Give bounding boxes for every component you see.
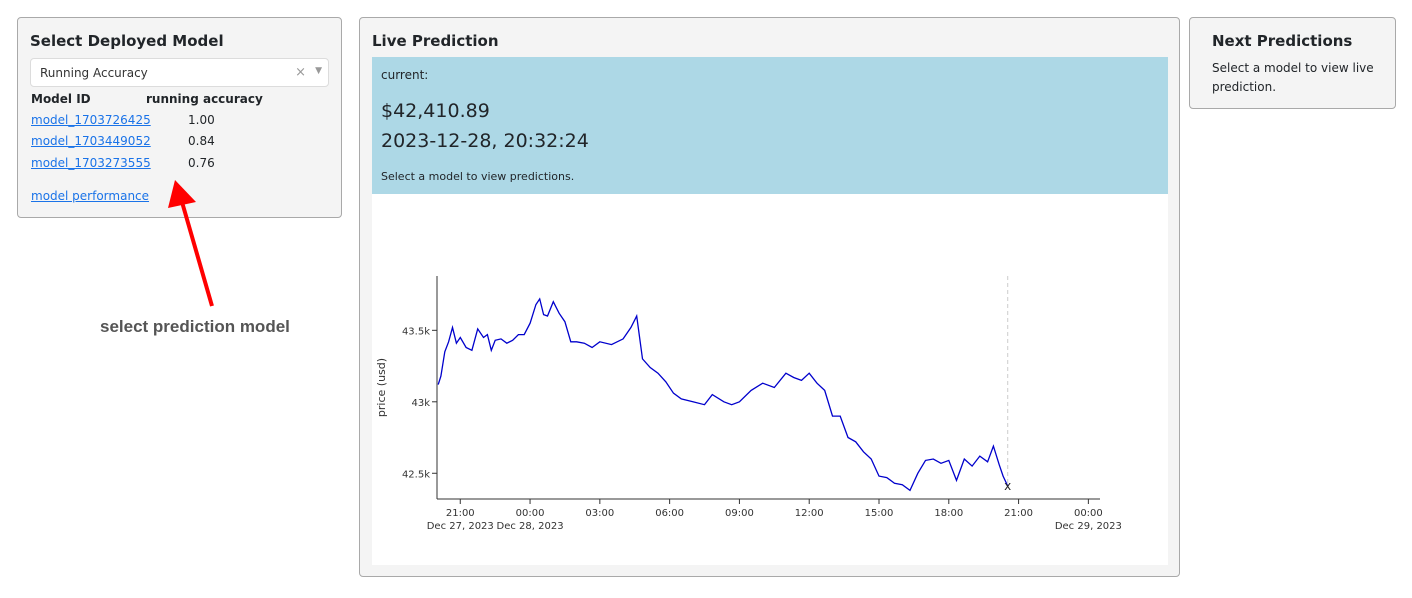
arrow-shaft — [180, 201, 214, 307]
clear-icon[interactable]: × — [295, 65, 306, 80]
model-link-2[interactable]: model_1703449052 — [31, 134, 151, 148]
select-model-card: Select Deployed Model Running Accuracy ×… — [17, 17, 342, 218]
price-chart[interactable]: 42.5k 43k 43.5k 21:00 Dec 27, 2023 00:00 Dec … — [372, 194, 1168, 565]
annotation-label: select prediction model — [100, 317, 290, 336]
current-timestamp: 2023-12-28, 20:32:24 — [381, 130, 589, 152]
chevron-down-icon[interactable]: ▼ — [315, 66, 322, 76]
next-predictions-card: Next Predictions Select a model to view … — [1189, 17, 1396, 109]
x-tick-date-label: Dec 28, 2023 — [497, 521, 564, 532]
x-tick-date-label: Dec 27, 2023 — [427, 521, 494, 532]
next-predictions-note: Select a model to view live prediction. — [1212, 61, 1374, 94]
model-accuracy-1: 1.00 — [188, 113, 215, 127]
model-accuracy-2: 0.84 — [188, 134, 215, 148]
current-price-box: current: $42,410.89 2023-12-28, 20:32:24… — [372, 57, 1168, 194]
x-tick-label: 21:00 — [446, 508, 475, 519]
model-link-3[interactable]: model_1703273555 — [31, 156, 151, 170]
dropdown-selected-value: Running Accuracy — [40, 66, 148, 80]
model-performance-link[interactable]: model performance — [31, 189, 150, 203]
model-accuracy-3: 0.76 — [188, 156, 215, 170]
current-point-marker[interactable]: x — [1004, 479, 1011, 493]
y-tick-label: 42.5k — [402, 469, 430, 480]
model-sort-dropdown[interactable]: Running Accuracy × ▼ — [30, 58, 329, 87]
live-prediction-title: Live Prediction — [372, 32, 499, 50]
model-link-1[interactable]: model_1703726425 — [31, 113, 151, 127]
x-tick-label: 21:00 — [1004, 508, 1033, 519]
price-series-line[interactable] — [437, 297, 1009, 492]
column-header-running-accuracy: running accuracy — [146, 92, 263, 106]
x-tick-label: 00:00 — [1074, 508, 1103, 519]
x-tick-label: 09:00 — [725, 508, 754, 519]
live-prediction-card: Live Prediction current: $42,410.89 2023… — [359, 17, 1180, 577]
x-tick-label: 18:00 — [934, 508, 963, 519]
annotation-arrow — [168, 180, 214, 307]
x-tick-label: 06:00 — [655, 508, 684, 519]
y-axis-label: price (usd) — [375, 358, 388, 417]
column-header-model-id: Model ID — [31, 92, 91, 106]
select-model-title: Select Deployed Model — [30, 32, 224, 50]
next-predictions-title: Next Predictions — [1212, 32, 1353, 50]
price-chart-container[interactable]: 42.5k 43k 43.5k 21:00 Dec 27, 2023 00:00 Dec … — [372, 194, 1168, 565]
current-price: $42,410.89 — [381, 100, 490, 122]
prediction-message: Select a model to view predictions. — [381, 170, 575, 183]
x-tick-label: 03:00 — [585, 508, 614, 519]
x-tick-label: 15:00 — [865, 508, 894, 519]
current-label: current: — [381, 68, 429, 82]
x-tick-date-label: Dec 29, 2023 — [1055, 521, 1122, 532]
y-tick-label: 43.5k — [402, 326, 430, 337]
x-tick-label: 12:00 — [795, 508, 824, 519]
x-tick-label: 00:00 — [516, 508, 545, 519]
arrow-head — [168, 180, 196, 208]
y-tick-label: 43k — [411, 398, 430, 409]
